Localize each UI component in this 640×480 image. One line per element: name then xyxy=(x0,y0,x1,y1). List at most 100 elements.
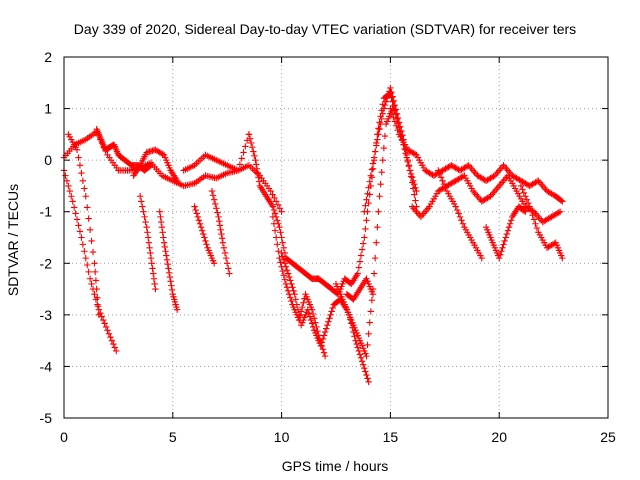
data-point xyxy=(247,139,255,147)
data-point xyxy=(413,187,420,195)
data-point xyxy=(65,182,72,190)
data-point xyxy=(410,185,417,192)
data-point xyxy=(279,239,286,246)
data-point xyxy=(412,197,419,204)
data-point xyxy=(161,243,169,251)
data-point xyxy=(193,210,200,217)
data-point xyxy=(354,344,361,351)
data-point xyxy=(84,204,91,211)
data-point xyxy=(318,339,326,346)
data-point xyxy=(194,213,202,221)
data-point xyxy=(284,287,292,294)
data-point xyxy=(364,190,371,197)
data-point xyxy=(323,325,330,332)
data-point xyxy=(464,162,471,170)
data-point xyxy=(86,275,94,282)
y-tick-label: -3 xyxy=(40,307,53,323)
data-point xyxy=(373,142,380,149)
data-point xyxy=(166,273,174,281)
data-point xyxy=(369,291,377,298)
data-point xyxy=(151,280,158,288)
data-point xyxy=(292,296,299,303)
data-point xyxy=(527,207,535,215)
data-point xyxy=(523,196,530,203)
data-point xyxy=(280,256,287,264)
x-tick-label: 10 xyxy=(274,429,290,445)
data-point xyxy=(81,185,88,192)
data-point xyxy=(506,220,514,227)
data-point xyxy=(81,248,88,255)
data-point xyxy=(371,148,379,155)
x-tick-label: 25 xyxy=(600,429,616,445)
data-point xyxy=(364,341,371,349)
data-point xyxy=(297,308,305,315)
data-point xyxy=(387,105,394,112)
data-point xyxy=(319,346,327,353)
data-point xyxy=(173,177,181,184)
data-point xyxy=(499,244,506,252)
data-point xyxy=(478,254,485,262)
data-point xyxy=(94,294,101,301)
data-point xyxy=(559,254,566,262)
data-point xyxy=(75,154,82,161)
data-point xyxy=(274,241,281,248)
data-point xyxy=(375,208,382,215)
data-point xyxy=(271,227,279,234)
data-point xyxy=(452,203,459,210)
data-point xyxy=(306,313,314,320)
data-point xyxy=(148,260,155,267)
series-trace-12 xyxy=(269,213,329,360)
data-point xyxy=(111,344,118,351)
data-point xyxy=(197,223,205,231)
data-point xyxy=(147,254,155,262)
data-point xyxy=(352,337,359,344)
data-point xyxy=(160,234,167,241)
data-point xyxy=(66,187,74,195)
data-point xyxy=(360,361,367,368)
data-point xyxy=(517,182,525,190)
data-point xyxy=(271,194,278,202)
data-point xyxy=(282,280,290,288)
data-point xyxy=(356,258,364,265)
data-point xyxy=(85,268,92,276)
data-point xyxy=(374,136,381,143)
data-point xyxy=(319,335,327,343)
data-point xyxy=(365,199,372,207)
data-point xyxy=(321,352,329,360)
x-tick-label: 15 xyxy=(383,429,399,445)
data-point xyxy=(238,155,245,162)
data-point xyxy=(277,229,284,236)
data-point xyxy=(102,323,110,331)
data-point xyxy=(459,220,467,227)
data-point xyxy=(146,162,154,170)
data-point xyxy=(357,252,365,259)
data-point xyxy=(212,200,219,208)
data-point xyxy=(437,174,445,181)
data-point xyxy=(91,260,98,267)
data-point xyxy=(371,254,379,262)
data-point xyxy=(311,315,318,322)
data-point xyxy=(269,213,277,221)
data-point xyxy=(556,208,564,215)
data-point xyxy=(271,210,279,217)
data-point xyxy=(309,323,317,331)
data-point xyxy=(277,259,284,266)
data-point xyxy=(456,213,464,221)
series-trace-3 xyxy=(65,131,103,319)
data-point xyxy=(249,144,256,151)
data-point xyxy=(196,220,204,227)
data-point xyxy=(387,84,394,92)
data-point xyxy=(69,198,76,205)
y-tick-label: -4 xyxy=(40,358,53,374)
data-point xyxy=(370,270,378,277)
data-point xyxy=(505,223,513,231)
data-point xyxy=(377,120,384,128)
data-point xyxy=(388,89,395,96)
series-trace-10 xyxy=(208,187,233,277)
data-point xyxy=(70,204,78,211)
data-point xyxy=(274,201,282,209)
data-point xyxy=(440,181,448,188)
data-point xyxy=(276,254,283,262)
series-trace-2 xyxy=(60,167,120,355)
data-point xyxy=(163,252,170,259)
